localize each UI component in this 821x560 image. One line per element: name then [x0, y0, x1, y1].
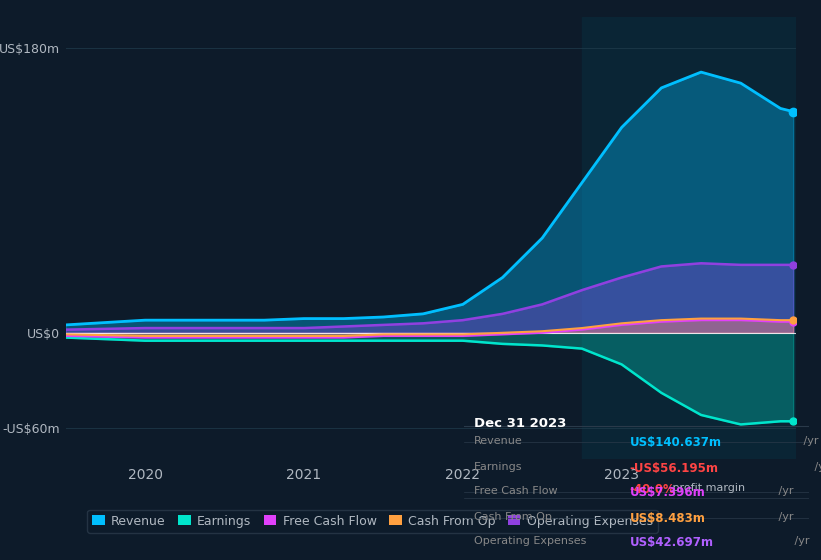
Text: Dec 31 2023: Dec 31 2023 [475, 417, 566, 430]
Text: Free Cash Flow: Free Cash Flow [475, 486, 557, 496]
Text: /yr: /yr [791, 536, 810, 546]
Text: Cash From Op: Cash From Op [475, 512, 552, 522]
Text: US$42.697m: US$42.697m [630, 536, 713, 549]
Legend: Revenue, Earnings, Free Cash Flow, Cash From Op, Operating Expenses: Revenue, Earnings, Free Cash Flow, Cash … [88, 510, 658, 533]
Text: Revenue: Revenue [475, 436, 523, 446]
Bar [582, 17, 796, 459]
Text: US$140.637m: US$140.637m [630, 436, 722, 449]
Text: Operating Expenses: Operating Expenses [475, 536, 586, 546]
Text: -US$56.195m: -US$56.195m [630, 462, 718, 475]
Text: profit margin: profit margin [669, 483, 745, 493]
Text: Earnings: Earnings [475, 462, 523, 472]
Text: /yr: /yr [811, 462, 821, 472]
Text: -40.0%: -40.0% [630, 483, 675, 496]
Text: /yr: /yr [775, 486, 794, 496]
Text: US$8.483m: US$8.483m [630, 512, 705, 525]
Text: /yr: /yr [800, 436, 819, 446]
Text: US$7.396m: US$7.396m [630, 486, 705, 499]
Text: /yr: /yr [775, 512, 794, 522]
